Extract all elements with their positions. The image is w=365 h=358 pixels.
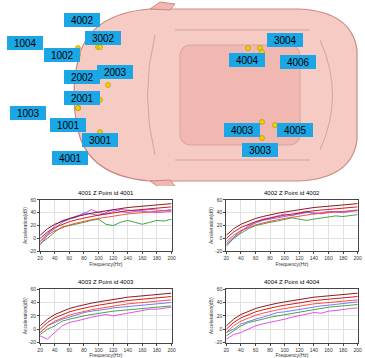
svg-text:200: 200 [354,255,363,261]
svg-text:160: 160 [138,255,147,261]
svg-text:Frequency(Hz): Frequency(Hz) [89,352,122,358]
svg-text:20: 20 [37,255,43,261]
svg-text:80: 80 [267,347,273,353]
svg-text:20: 20 [224,255,230,261]
svg-text:100: 100 [94,347,103,353]
svg-text:40: 40 [31,209,37,215]
svg-text:4001: 4001 [59,153,82,164]
svg-text:-20: -20 [215,339,222,345]
svg-text:4002: 4002 [71,15,94,26]
svg-text:40: 40 [217,209,223,215]
svg-text:Acceleration(dB): Acceleration(dB) [22,297,28,334]
svg-text:200: 200 [354,347,363,353]
svg-text:120: 120 [109,255,118,261]
svg-text:4004 Z Point id 4004: 4004 Z Point id 4004 [264,279,320,285]
svg-text:1003: 1003 [17,108,40,119]
svg-text:0: 0 [33,326,36,332]
svg-text:0: 0 [220,235,223,241]
svg-text:4006: 4006 [287,57,310,68]
svg-text:1001: 1001 [57,120,80,131]
svg-text:120: 120 [295,255,304,261]
svg-text:40: 40 [238,347,244,353]
svg-text:3004: 3004 [274,35,297,46]
svg-text:4003 Z Point id 4003: 4003 Z Point id 4003 [78,279,134,285]
svg-text:40: 40 [217,299,223,305]
svg-text:-20: -20 [29,339,36,345]
svg-text:20: 20 [31,313,37,319]
svg-text:40: 40 [31,299,37,305]
svg-text:-20: -20 [29,248,36,254]
svg-text:4005: 4005 [284,125,307,136]
svg-text:180: 180 [339,347,348,353]
svg-text:140: 140 [310,255,319,261]
svg-text:60: 60 [67,347,73,353]
svg-text:120: 120 [295,347,304,353]
svg-text:80: 80 [81,255,87,261]
svg-text:140: 140 [124,255,133,261]
svg-text:Frequency(Hz): Frequency(Hz) [89,261,122,267]
svg-text:60: 60 [31,197,37,203]
svg-text:200: 200 [167,347,176,353]
svg-text:4003: 4003 [231,125,254,136]
svg-text:40: 40 [52,255,58,261]
svg-text:120: 120 [109,347,118,353]
svg-text:3001: 3001 [89,135,112,146]
svg-text:1004: 1004 [14,38,37,49]
svg-text:0: 0 [220,326,223,332]
svg-text:100: 100 [281,347,290,353]
svg-text:Frequency(Hz): Frequency(Hz) [275,352,308,358]
svg-text:Acceleration(dB): Acceleration(dB) [208,297,214,334]
svg-text:180: 180 [153,347,162,353]
svg-text:60: 60 [217,197,223,203]
svg-text:180: 180 [339,255,348,261]
svg-text:2001: 2001 [71,93,94,104]
svg-text:160: 160 [138,347,147,353]
svg-text:Acceleration(dB): Acceleration(dB) [208,207,214,244]
svg-text:3003: 3003 [249,145,272,156]
svg-text:60: 60 [67,255,73,261]
svg-text:100: 100 [94,255,103,261]
svg-text:200: 200 [167,255,176,261]
svg-text:160: 160 [324,347,333,353]
svg-text:1002: 1002 [51,50,74,61]
svg-text:2002: 2002 [71,72,94,83]
svg-text:180: 180 [153,255,162,261]
svg-text:60: 60 [31,286,37,292]
svg-text:0: 0 [33,235,36,241]
svg-text:60: 60 [217,286,223,292]
svg-text:140: 140 [310,347,319,353]
svg-text:4002 Z Point id 4002: 4002 Z Point id 4002 [264,190,320,196]
svg-text:20: 20 [31,222,37,228]
svg-text:20: 20 [224,347,230,353]
svg-text:Frequency(Hz): Frequency(Hz) [275,261,308,267]
svg-text:40: 40 [238,255,244,261]
svg-text:160: 160 [324,255,333,261]
svg-text:20: 20 [217,222,223,228]
svg-text:2003: 2003 [104,67,127,78]
svg-text:80: 80 [81,347,87,353]
svg-text:4004: 4004 [236,55,259,66]
svg-text:Acceleration(dB): Acceleration(dB) [22,207,28,244]
svg-text:140: 140 [124,347,133,353]
svg-text:80: 80 [267,255,273,261]
svg-text:3002: 3002 [92,33,115,44]
svg-text:40: 40 [52,347,58,353]
svg-text:60: 60 [253,347,259,353]
svg-text:100: 100 [281,255,290,261]
svg-text:60: 60 [253,255,259,261]
svg-text:20: 20 [217,313,223,319]
svg-text:4001 Z Point id 4001: 4001 Z Point id 4001 [78,190,134,196]
svg-text:20: 20 [37,347,43,353]
svg-text:-20: -20 [215,248,222,254]
